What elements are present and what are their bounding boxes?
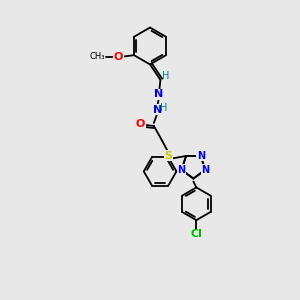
Text: S: S: [164, 151, 172, 160]
Text: N: N: [154, 89, 164, 99]
Text: H: H: [162, 71, 169, 81]
Text: N: N: [178, 165, 186, 175]
Text: N: N: [153, 105, 162, 115]
Text: O: O: [136, 119, 145, 129]
Text: O: O: [114, 52, 123, 62]
Text: Cl: Cl: [190, 229, 202, 239]
Text: N: N: [197, 151, 205, 161]
Text: CH₃: CH₃: [89, 52, 105, 61]
Text: H: H: [160, 103, 168, 113]
Text: N: N: [201, 165, 209, 175]
